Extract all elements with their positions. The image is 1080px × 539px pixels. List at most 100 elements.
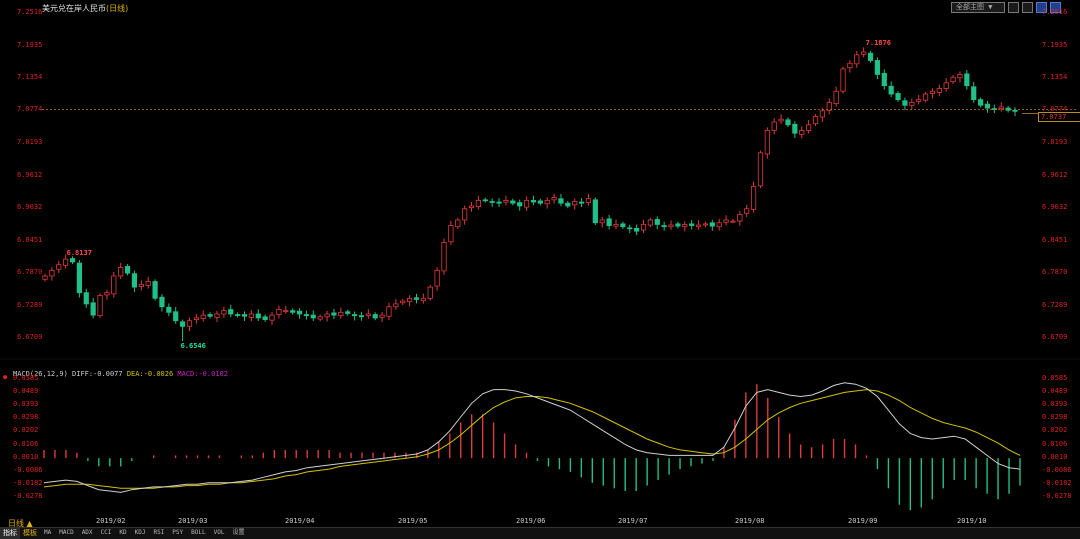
indicator-item[interactable]: VOL: [213, 529, 225, 536]
candle-body: [695, 224, 702, 228]
indicator-item[interactable]: BOLL: [191, 529, 206, 536]
indicator-item[interactable]: CCI: [100, 529, 112, 536]
candle-body: [131, 273, 138, 288]
indicator-item[interactable]: MA: [44, 529, 52, 536]
candle-body: [303, 314, 310, 317]
indicator-item[interactable]: RSI: [153, 529, 165, 536]
candle-body: [517, 202, 523, 207]
indicator-item[interactable]: MACD: [59, 529, 74, 536]
price-tick-label: 6.7870: [1042, 268, 1068, 277]
candle-body: [661, 225, 667, 228]
candle-body: [324, 313, 330, 318]
candle-body: [475, 199, 482, 207]
candle-body: [840, 68, 846, 92]
candle-body: [964, 73, 970, 87]
candle-body: [345, 311, 351, 314]
price-tick-label: 6.8451: [17, 235, 43, 244]
macd-hist-value: MACD:-0.0102: [177, 370, 228, 378]
macd-tick-label: 0.0010: [1042, 452, 1068, 461]
candle-body: [310, 314, 316, 319]
candle-body: [578, 201, 585, 204]
layout-icon[interactable]: [1036, 2, 1047, 13]
candle-body: [922, 93, 929, 101]
candle-body: [468, 205, 475, 209]
indicator-item[interactable]: PSY: [172, 529, 184, 536]
candle-body: [56, 264, 62, 270]
expand-icon[interactable]: [1050, 2, 1061, 13]
candle-body: [978, 99, 984, 106]
macd-tick-label: -0.0278: [1042, 492, 1072, 501]
candle-body: [895, 93, 901, 101]
candle-body: [799, 130, 805, 135]
macd-tick-label: 0.0489: [13, 387, 39, 396]
candle-body: [929, 90, 936, 94]
macd-tick-label: 0.0489: [1042, 387, 1068, 396]
candle-body: [338, 311, 344, 317]
macd-tick-label: -0.0278: [13, 492, 43, 501]
candle-body: [207, 314, 213, 317]
period-selector[interactable]: 日线 ▲: [8, 519, 33, 528]
indicator-item[interactable]: KD: [119, 529, 127, 536]
price-tick-label: 6.7289: [17, 300, 43, 309]
indicator-item[interactable]: ADX: [81, 529, 93, 536]
candle-body: [193, 317, 199, 320]
candle-body: [826, 102, 832, 111]
max-price-annotation: 7.1876: [866, 39, 891, 47]
indicator-item[interactable]: 设置: [232, 529, 245, 536]
local-high-annotation: 6.8137: [67, 249, 92, 257]
candle-body: [785, 119, 791, 126]
candle-body: [888, 85, 894, 95]
candle-body: [489, 201, 495, 203]
restore-icon[interactable]: [1022, 2, 1033, 13]
candle-body: [166, 306, 172, 313]
date-tick-label: 2019/02: [96, 517, 126, 525]
candle-body: [881, 72, 887, 87]
candle-body: [400, 300, 406, 304]
candle-body: [365, 313, 371, 317]
candle-body: [173, 311, 179, 322]
candle-body: [1012, 109, 1018, 112]
macd-chart: [43, 382, 1021, 511]
chart-title: 美元兑在岸人民币(日线): [42, 3, 128, 14]
macd-tick-label: 0.0010: [13, 452, 39, 461]
candle-body: [634, 227, 640, 232]
main-chart-dropdown[interactable]: 全部主图 ▼: [951, 2, 1005, 13]
macd-tick-label: 0.0106: [13, 439, 39, 448]
date-tick-label: 2019/07: [618, 517, 648, 525]
candle-body: [916, 99, 922, 102]
candle-body: [537, 200, 543, 204]
candle-body: [448, 225, 454, 243]
candlestick-chart: 7.1876 6.8137 6.6546: [0, 39, 1080, 360]
price-tick-label: 7.2516: [17, 8, 43, 16]
candle-body: [510, 200, 516, 204]
candle-body: [413, 297, 420, 300]
candle-body: [764, 130, 770, 155]
candle-body: [957, 74, 963, 79]
tab-templates[interactable]: 模板: [23, 529, 37, 537]
minimize-icon[interactable]: [1008, 2, 1019, 13]
candle-body: [744, 208, 750, 214]
candle-body: [351, 314, 358, 317]
candle-body: [565, 202, 571, 207]
price-tick-label: 6.9032: [17, 202, 43, 211]
candle-body: [393, 303, 399, 308]
price-tick-label: 6.6709: [1042, 333, 1068, 341]
candle-body: [358, 315, 365, 318]
candle-body: [434, 269, 440, 287]
candle-body: [702, 223, 709, 226]
candle-body: [228, 309, 234, 315]
candle-body: [83, 292, 89, 305]
candle-body: [592, 199, 598, 224]
price-tick-label: 7.1935: [17, 40, 43, 49]
macd-tick-label: 0.0393: [13, 400, 39, 409]
macd-legend: MACD(26,12,9) DIFF:-0.0077 DEA:-0.0026 M…: [13, 370, 228, 378]
candle-body: [792, 123, 798, 134]
macd-flag-icon[interactable]: ●: [3, 373, 8, 381]
tab-indicators[interactable]: 指标: [0, 528, 20, 539]
indicator-item[interactable]: KDJ: [134, 529, 146, 536]
candle-body: [235, 314, 241, 316]
price-tick-label: 6.9032: [1042, 202, 1068, 211]
candle-body: [386, 306, 392, 317]
candle-body: [874, 60, 881, 75]
macd-diff-value: DIFF:-0.0077: [72, 370, 123, 378]
